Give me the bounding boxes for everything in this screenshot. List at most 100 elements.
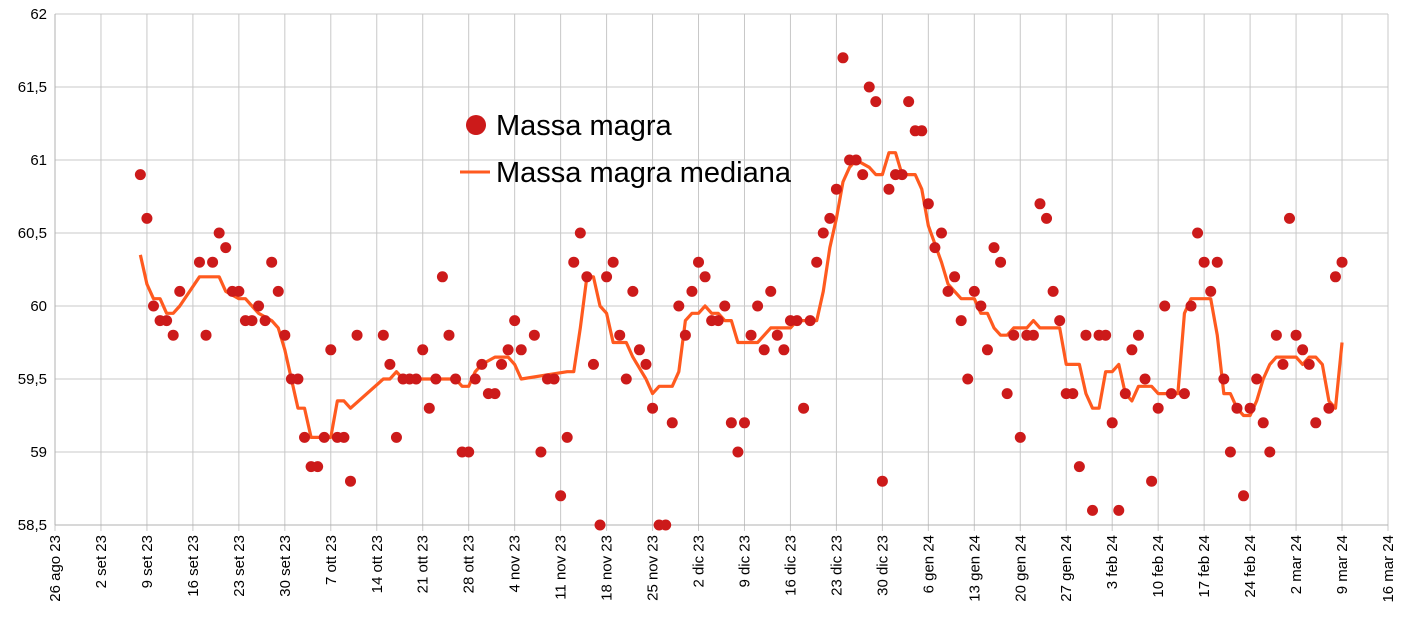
data-point — [738, 417, 750, 429]
data-point — [338, 431, 350, 443]
data-point — [830, 183, 842, 195]
data-point — [587, 358, 599, 370]
x-tick-label: 10 feb 24 — [1150, 535, 1167, 598]
data-point — [1264, 446, 1276, 458]
data-point — [213, 227, 225, 239]
data-point — [325, 344, 337, 356]
data-point — [384, 358, 396, 370]
x-tick-label: 9 set 23 — [139, 535, 156, 588]
data-point — [1014, 431, 1026, 443]
data-point — [640, 358, 652, 370]
x-tick-label: 9 dic 23 — [736, 535, 753, 588]
y-tick-label: 60,5 — [18, 225, 47, 242]
data-point — [666, 417, 678, 429]
data-point — [1257, 417, 1269, 429]
data-point — [929, 242, 941, 254]
x-tick-label: 2 set 23 — [93, 535, 110, 588]
data-point — [791, 315, 803, 327]
data-point — [430, 373, 442, 385]
y-tick-label: 58,5 — [18, 517, 47, 534]
x-tick-label: 4 nov 23 — [507, 535, 524, 593]
data-point — [450, 373, 462, 385]
x-tick-label: 16 set 23 — [185, 535, 202, 597]
data-point — [633, 344, 645, 356]
data-point — [489, 388, 501, 400]
data-point — [1106, 417, 1118, 429]
data-point — [1303, 358, 1315, 370]
y-tick-label: 59 — [30, 444, 47, 461]
data-point — [798, 402, 810, 414]
data-point — [693, 256, 705, 268]
data-point — [765, 285, 777, 297]
data-point — [732, 446, 744, 458]
data-point — [1205, 285, 1217, 297]
x-tick-label: 7 ott 23 — [323, 535, 340, 585]
data-point — [1185, 300, 1197, 312]
data-point — [883, 183, 895, 195]
x-tick-label: 23 dic 23 — [828, 535, 845, 596]
data-point — [1277, 358, 1289, 370]
data-point — [528, 329, 540, 341]
data-point — [850, 154, 862, 166]
data-point — [1310, 417, 1322, 429]
data-point — [496, 358, 508, 370]
data-point — [568, 256, 580, 268]
data-point — [1336, 256, 1348, 268]
data-point — [581, 271, 593, 283]
data-point — [857, 169, 869, 181]
data-point — [469, 373, 481, 385]
x-tick-label: 17 feb 24 — [1196, 535, 1213, 598]
data-point — [725, 417, 737, 429]
data-point — [935, 227, 947, 239]
data-point — [1211, 256, 1223, 268]
data-point — [1323, 402, 1335, 414]
data-point — [233, 285, 245, 297]
x-tick-label: 11 nov 23 — [553, 535, 570, 600]
data-point — [614, 329, 626, 341]
y-tick-label: 59,5 — [18, 371, 47, 388]
data-point — [995, 256, 1007, 268]
data-point — [174, 285, 186, 297]
data-point — [1284, 212, 1296, 224]
data-point — [1047, 285, 1059, 297]
data-point — [942, 285, 954, 297]
x-tick-label: 16 dic 23 — [782, 535, 799, 596]
data-point — [253, 300, 265, 312]
data-point — [962, 373, 974, 385]
x-tick-label: 18 nov 23 — [599, 535, 616, 601]
data-point — [443, 329, 455, 341]
data-point — [1297, 344, 1309, 356]
x-tick-label: 21 ott 23 — [415, 535, 432, 593]
data-point — [607, 256, 619, 268]
data-point — [620, 373, 632, 385]
data-point — [837, 52, 849, 64]
x-tick-label: 16 mar 24 — [1380, 535, 1397, 603]
data-point — [1218, 373, 1230, 385]
data-point — [988, 242, 1000, 254]
y-axis: 58,5 59 59,5 60 60,5 61 61,5 62 — [18, 6, 47, 534]
data-point — [1178, 388, 1190, 400]
data-point — [1159, 300, 1171, 312]
data-point — [1244, 402, 1256, 414]
data-point — [1041, 212, 1053, 224]
data-point — [292, 373, 304, 385]
data-point — [193, 256, 205, 268]
data-point — [601, 271, 613, 283]
data-point — [817, 227, 829, 239]
data-point — [502, 344, 514, 356]
data-point — [758, 344, 770, 356]
data-point — [1034, 198, 1046, 210]
data-point — [377, 329, 389, 341]
x-tick-label: 2 dic 23 — [691, 535, 708, 588]
data-point — [955, 315, 967, 327]
data-point — [417, 344, 429, 356]
data-point — [279, 329, 291, 341]
data-point — [903, 96, 915, 108]
data-point — [771, 329, 783, 341]
data-point — [161, 315, 173, 327]
data-point — [804, 315, 816, 327]
x-tick-label: 20 gen 24 — [1012, 535, 1029, 602]
data-point — [1100, 329, 1112, 341]
x-tick-label: 3 feb 24 — [1104, 535, 1121, 589]
data-point — [981, 344, 993, 356]
